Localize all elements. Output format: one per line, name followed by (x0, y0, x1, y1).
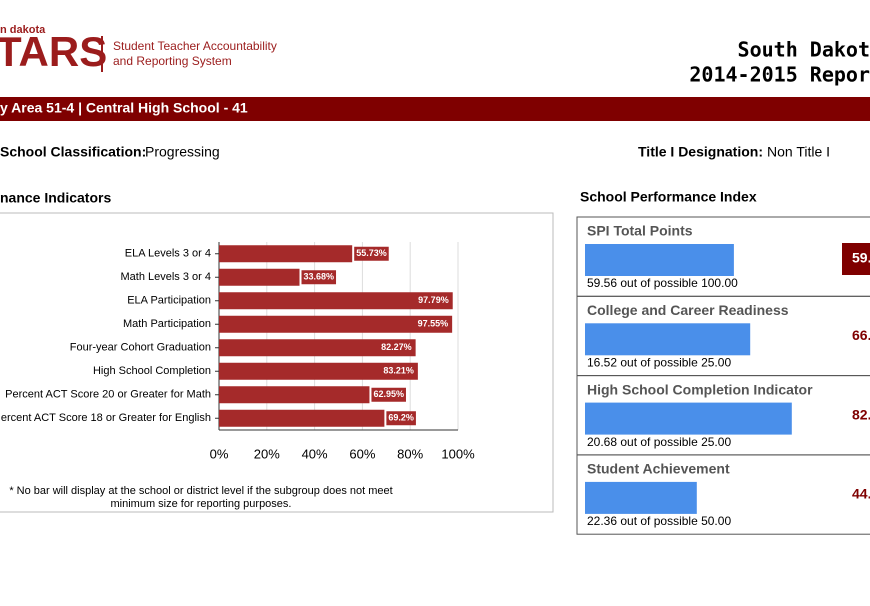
score-label: 44. (852, 486, 870, 502)
panel-title: Student Achievement (587, 461, 730, 477)
score-bar (585, 244, 734, 276)
panel-note: 59.56 out of possible 100.00 (587, 276, 738, 290)
report-title: South Dakot (738, 38, 870, 62)
bar (219, 339, 416, 357)
panel-note: 22.36 out of possible 50.00 (587, 514, 731, 528)
bar (219, 409, 385, 427)
x-tick-label: 100% (441, 446, 475, 461)
y-tick-label: ELA Participation (127, 295, 211, 307)
value-label: 97.55% (418, 319, 449, 329)
info-value: Progressing (145, 144, 220, 160)
panel-note: 16.52 out of possible 25.00 (587, 355, 731, 369)
value-label-bg (371, 387, 406, 402)
x-tick-label: 60% (349, 446, 375, 461)
y-tick-label: ELA Levels 3 or 4 (125, 248, 211, 260)
logo-main: TARS (0, 28, 107, 75)
panel-title: College and Career Readiness (587, 302, 789, 318)
value-label-bg (354, 246, 389, 261)
y-tick-label: ercent ACT Score 18 or Greater for Engli… (1, 412, 211, 424)
banner (0, 97, 870, 121)
report-title: 2014-2015 Repor (689, 63, 870, 87)
bar (219, 268, 300, 286)
x-tick-label: 0% (210, 446, 229, 461)
panel-note: 20.68 out of possible 25.00 (587, 435, 731, 449)
info-label: Title I Designation: (638, 144, 763, 160)
bar (219, 245, 353, 263)
value-label-bg (301, 270, 337, 285)
x-tick-label: 40% (302, 446, 328, 461)
y-tick-label: Math Participation (123, 318, 211, 330)
panel (576, 454, 870, 535)
x-tick-label: 80% (397, 446, 423, 461)
value-label: 83.21% (383, 366, 414, 376)
value-label: 69.2% (388, 413, 414, 423)
bar (219, 292, 453, 310)
score-box (842, 243, 870, 275)
section-heading: School Performance Index (580, 189, 757, 205)
bar (219, 362, 418, 380)
score-bar (585, 323, 751, 356)
score-bar (585, 481, 697, 514)
y-tick-label: Math Levels 3 or 4 (121, 271, 212, 283)
info-label: School Classification: (0, 144, 146, 160)
y-tick-label: Percent ACT Score 20 or Greater for Math (5, 389, 211, 401)
score-bar (585, 402, 792, 435)
value-label: 62.95% (373, 389, 404, 399)
value-label-bg (386, 411, 416, 426)
x-tick-label: 20% (254, 446, 280, 461)
footnote: * No bar will display at the school or d… (9, 485, 392, 497)
bar (219, 315, 453, 333)
logo-top: n dakota (0, 24, 46, 36)
chart-box (0, 212, 554, 513)
logo-line: and Reporting System (113, 54, 232, 68)
value-label: 33.68% (303, 272, 334, 282)
value-label: 97.79% (418, 295, 449, 305)
banner-text: y Area 51-4 | Central High School - 41 (0, 100, 248, 116)
score-label: 82. (852, 406, 870, 422)
footnote: minimum size for reporting purposes. (111, 498, 292, 510)
bar (219, 386, 370, 404)
logo-line: Student Teacher Accountability (113, 39, 277, 53)
score-label: 66. (852, 327, 870, 343)
y-tick-label: Four-year Cohort Graduation (70, 342, 211, 354)
score-label: 59. (852, 250, 870, 266)
y-tick-label: High School Completion (93, 365, 211, 377)
value-label: 55.73% (356, 248, 387, 258)
value-label: 82.27% (381, 342, 412, 352)
panel-title: SPI Total Points (587, 223, 693, 239)
info-value: Non Title I (767, 144, 830, 160)
section-heading: nance Indicators (0, 190, 111, 206)
panel-title: High School Completion Indicator (587, 381, 813, 397)
